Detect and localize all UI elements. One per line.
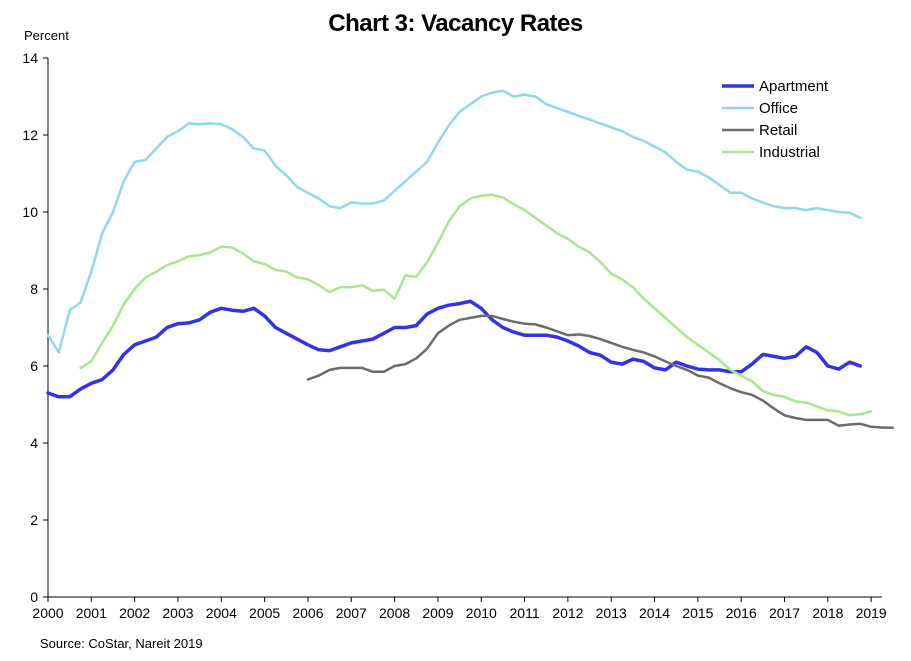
legend: Apartment Office Retail Industrial [722,78,829,161]
series-line-apartment [46,299,863,399]
x-tick-label: 2005 [249,605,280,621]
x-tick-label: 2009 [422,605,453,621]
x-tick-label: 2004 [206,605,237,621]
axes: 0 2 4 6 8 10 12 14 2000 2001 2002 2003 2004 2005 2006 2… [22,50,887,621]
x-tick-label: 2010 [466,605,497,621]
y-tick-label: 14 [22,50,38,66]
series-line-office [46,89,862,354]
y-tick-label: 0 [30,589,38,605]
legend-label-office: Office [759,100,798,117]
x-tick-label: 2003 [162,605,193,621]
series-line-retail [306,314,895,429]
x-tick-label: 2008 [379,605,410,621]
series-line-industrial [79,193,873,417]
x-tick-label: 2000 [32,605,63,621]
series-layer [46,89,895,429]
y-tick-label: 10 [22,204,38,220]
source-note: Source: CoStar, Nareit 2019 [40,636,203,651]
x-tick-label: 2019 [856,605,887,621]
x-tick-label: 2014 [639,605,670,621]
x-tick-label: 2013 [596,605,627,621]
x-tick-label: 2011 [510,605,540,621]
chart-title: Chart 3: Vacancy Rates [328,10,583,37]
x-tick-label: 2018 [812,605,843,621]
y-tick-label: 12 [22,127,38,143]
x-tick-label: 2015 [682,605,713,621]
x-tick-label: 2012 [552,605,583,621]
x-tick-label: 2017 [769,605,800,621]
legend-label-apartment: Apartment [759,78,829,95]
y-tick-label: 6 [30,358,38,374]
legend-label-industrial: Industrial [759,144,820,161]
y-tick-label: 2 [30,512,38,528]
x-tick-label: 2007 [336,605,367,621]
y-axis-unit-label: Percent [24,28,69,43]
y-tick-label: 4 [30,435,38,451]
y-tick-label: 8 [30,281,38,297]
legend-label-retail: Retail [759,122,797,139]
x-tick-label: 2006 [292,605,323,621]
x-tick-label: 2001 [76,605,107,621]
x-tick-label: 2016 [726,605,757,621]
x-tick-label: 2002 [119,605,150,621]
